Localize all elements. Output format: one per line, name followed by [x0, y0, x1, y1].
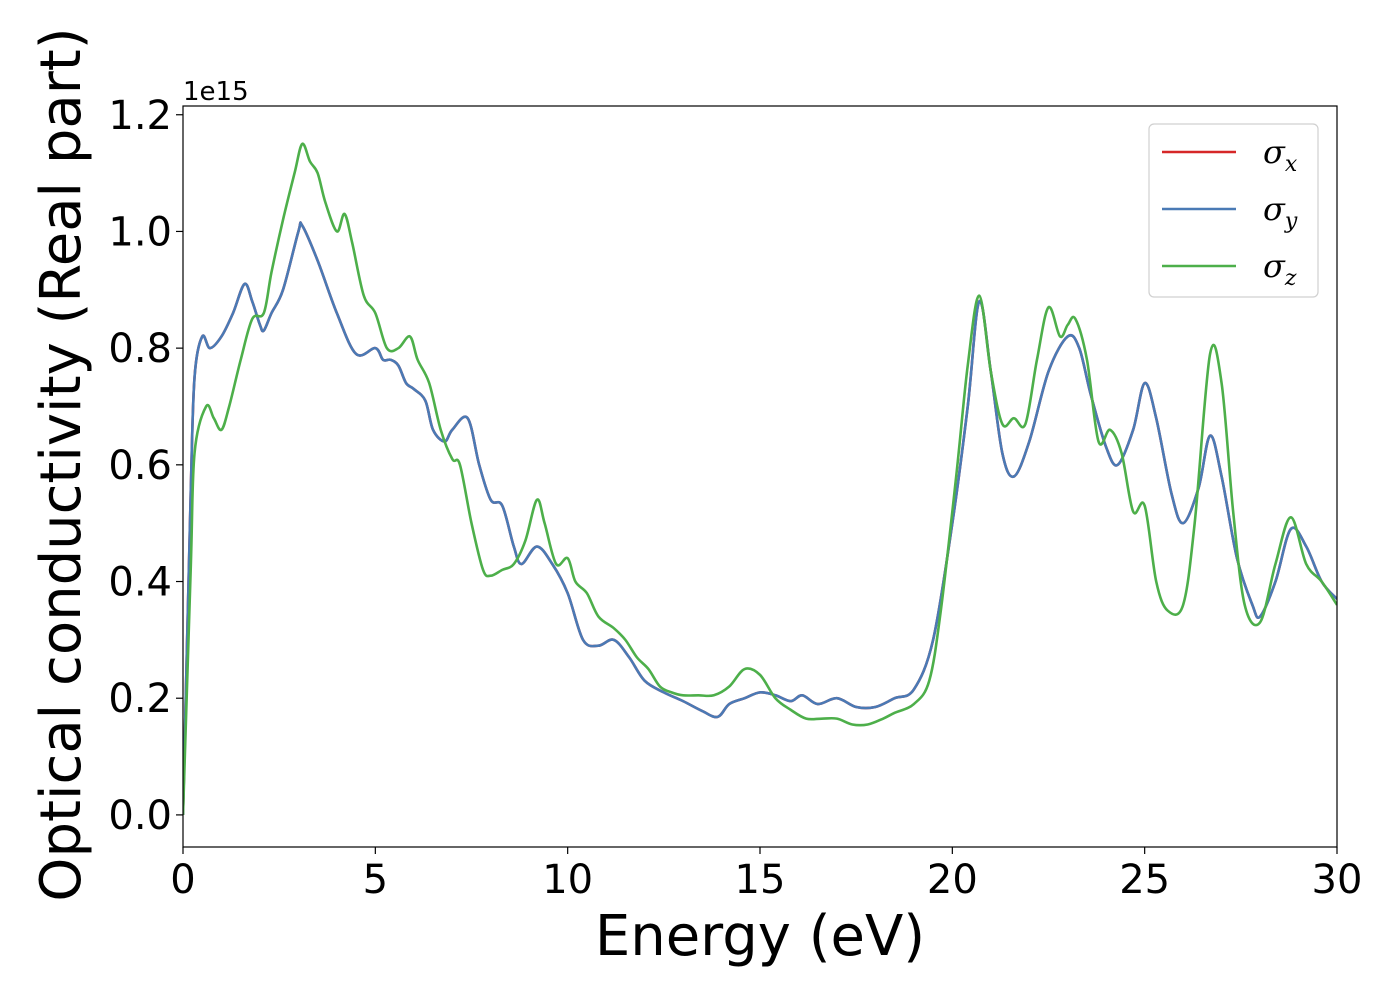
y-axis-offset-text: 1e15	[183, 77, 249, 107]
y-axis-title: Optical conductivity (Real part)	[29, 27, 94, 901]
y-tick-label: 0.8	[108, 326, 172, 372]
y-tick-label: 1.0	[108, 209, 172, 255]
series-line-z	[183, 142, 1337, 815]
x-tick-label: 5	[363, 857, 388, 903]
x-axis-ticks: 0 5 10 15 20 25 30	[170, 847, 1362, 903]
legend-box	[1148, 123, 1319, 298]
y-tick-label: 0.2	[108, 676, 172, 722]
series-line-x	[183, 221, 1337, 815]
x-tick-label: 30	[1312, 857, 1363, 903]
x-tick-label: 10	[542, 857, 593, 903]
legend-label-z: σz	[1263, 247, 1297, 291]
x-tick-label: 0	[170, 857, 195, 903]
series-line-y	[183, 221, 1337, 815]
y-tick-label: 0.4	[108, 560, 172, 606]
y-tick-label: 0.6	[108, 443, 172, 489]
y-tick-label: 1.2	[108, 93, 172, 139]
plot-lines	[183, 142, 1337, 815]
y-axis-ticks: 0.0 0.2 0.4 0.6 0.8 1.0 1.2	[108, 93, 183, 839]
x-tick-label: 25	[1119, 857, 1170, 903]
y-tick-label: 0.0	[108, 793, 172, 839]
x-tick-label: 15	[735, 857, 786, 903]
x-tick-label: 20	[927, 857, 978, 903]
x-axis-title: Energy (eV)	[595, 904, 925, 969]
